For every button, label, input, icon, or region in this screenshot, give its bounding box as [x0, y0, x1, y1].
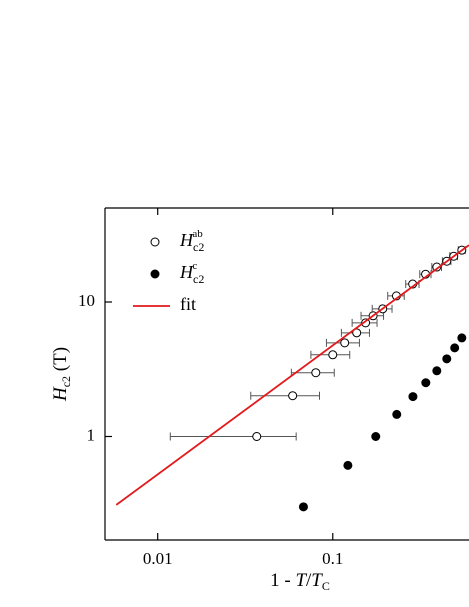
plot-area	[115, 244, 469, 512]
legend-superscript: c	[192, 260, 197, 272]
legend-label: Hc2ab	[179, 228, 204, 254]
legend-subscript: c2	[193, 240, 204, 254]
data-point	[371, 432, 381, 442]
x-axis-label: 1 - T/TC	[270, 570, 330, 592]
data-point	[408, 392, 418, 402]
data-point	[340, 338, 350, 348]
legend-swatch	[150, 269, 160, 279]
fit-line	[115, 244, 469, 506]
data-point	[432, 366, 442, 376]
axes-frame	[104, 207, 469, 541]
data-point	[450, 343, 460, 353]
data-point	[457, 333, 467, 343]
legend-subscript: c2	[193, 272, 204, 286]
data-point	[392, 409, 402, 419]
data-point	[421, 378, 431, 388]
data-point	[288, 391, 298, 401]
data-point	[432, 262, 442, 272]
data-point	[252, 432, 262, 442]
error-bar	[250, 391, 321, 400]
legend-label: Hc2c	[179, 260, 204, 286]
x-tick-label: 0.1	[322, 549, 343, 568]
legend-entry: Hc2c	[150, 260, 204, 286]
error-bar	[169, 432, 297, 441]
data-point	[311, 368, 321, 378]
data-point	[442, 354, 452, 364]
legend-label: fit	[180, 294, 196, 314]
x-tick-label: 0.01	[143, 549, 173, 568]
legend-name: H	[179, 230, 194, 250]
legend-swatch	[150, 237, 160, 247]
legend-superscript: ab	[192, 228, 203, 240]
data-point	[328, 350, 338, 360]
legend-entry: fit	[133, 294, 196, 314]
y-axis-label: Hc2 (T)	[50, 347, 72, 402]
y-tick-label: 1	[87, 425, 96, 444]
legend-entry: Hc2ab	[150, 228, 204, 254]
y-tick-label: 10	[78, 291, 95, 310]
legend-name: H	[179, 262, 194, 282]
legend-name: fit	[180, 294, 196, 314]
data-point	[343, 460, 353, 470]
data-point	[298, 502, 308, 512]
